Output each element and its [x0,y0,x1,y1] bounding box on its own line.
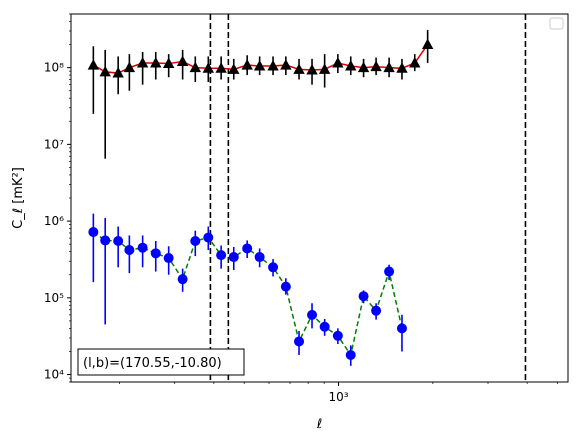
series-1-marker [421,38,434,50]
series-1-marker [150,56,162,68]
series-1-marker [123,61,136,73]
series-2-marker [332,330,343,341]
series-1-marker [293,63,305,74]
series-2-marker [345,349,356,360]
series-1-marker [370,60,382,72]
series-2-marker [371,305,382,316]
series-2-marker [254,252,265,263]
y-tick-label: 10⁴ [44,368,64,382]
series-2-marker [163,253,174,264]
series-2-marker [137,242,148,253]
series-1-marker [253,60,266,71]
series-1-marker [306,64,318,75]
x-tick-label: 10³ [328,390,348,404]
series-1-marker [176,55,189,67]
series-1-marker [215,62,227,73]
series-2-marker [319,321,330,332]
series-2-marker [177,274,188,285]
series-1-marker [162,57,175,69]
series-2-marker [228,252,239,263]
series-2-marker [113,236,124,247]
series-1-marker [87,59,100,70]
series-1-marker [267,60,279,71]
series-1-marker [345,60,357,71]
plot-area [87,14,527,382]
series-1-marker [189,61,201,73]
series-1-marker [383,61,395,73]
series-1-marker [357,61,370,73]
series-1-marker [241,59,253,70]
annotation-text: (l,b)=(170.55,-10.80) [83,356,222,371]
series-2-marker [396,323,407,334]
legend-box [549,17,564,30]
series-2-marker [203,232,214,243]
series-2-marker [150,248,161,259]
series-1-marker [332,56,344,68]
series-1-marker [409,56,421,68]
series-2-marker [216,250,227,261]
series-1-marker [396,62,408,73]
y-axis-label: C_ℓ [mK²] [11,167,26,229]
series-2-marker [294,336,305,347]
series-2-marker [124,245,135,256]
series-2-marker [100,235,111,246]
series-1-marker [112,67,124,78]
series-1-marker [228,63,240,74]
y-tick-label: 10⁵ [44,291,64,305]
x-axis-label: ℓ [316,417,322,432]
series-2-marker [88,227,99,238]
series-2-marker [280,281,291,292]
annotation-box [77,348,245,376]
y-tick-label: 10⁸ [44,61,64,75]
axis-ticks: 10⁴ 10⁵ 10⁶ 10⁷ 10⁸ 10³ [44,13,558,404]
series-2-marker [358,291,369,302]
series-2-marker [268,262,279,273]
coordinates-annotation: (l,b)=(170.55,-10.80) [77,348,245,376]
series-1-marker [136,56,149,68]
y-tick-label: 10⁷ [44,137,64,151]
series-1-marker [99,65,111,77]
series-1-marker [318,63,331,74]
series-2-marker [190,236,201,247]
series-2-marker [384,266,395,277]
y-tick-label: 10⁶ [44,214,64,228]
series-2-marker [242,243,253,254]
series-1-marker [202,62,214,73]
series-2-marker [307,309,318,320]
series-1-marker [280,59,292,70]
